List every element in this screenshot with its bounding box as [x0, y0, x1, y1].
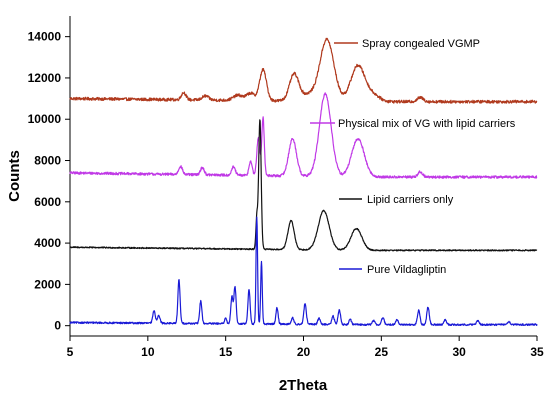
legend-label-physical-mix: Physical mix of VG with lipid carriers [338, 118, 516, 130]
y-tick-label: 0 [54, 319, 61, 333]
series-spray-congealed-vgmp [69, 37, 538, 104]
x-tick-label: 35 [530, 345, 544, 359]
y-tick-label: 14000 [28, 30, 62, 44]
x-tick-label: 5 [67, 345, 74, 359]
y-tick-label: 6000 [34, 195, 61, 209]
x-tick-label: 20 [297, 345, 311, 359]
plot-area: Spray congealed VGMP Physical mix of VG … [28, 16, 544, 359]
x-axis-ticks: 5 10 15 20 25 30 35 [67, 336, 544, 359]
x-tick-label: 10 [141, 345, 155, 359]
y-axis-ticks: 0 2000 4000 6000 8000 10000 12000 14000 [28, 30, 70, 333]
series-physical-mix [69, 92, 538, 179]
x-tick-label: 15 [219, 345, 233, 359]
legend-label-spray-congealed: Spray congealed VGMP [362, 38, 480, 50]
y-axis-title: Counts [6, 150, 23, 202]
series-layer [69, 37, 538, 327]
legend-label-pure-vildagliptin: Pure Vildagliptin [367, 264, 446, 276]
y-tick-label: 2000 [34, 277, 61, 291]
x-tick-label: 25 [375, 345, 389, 359]
y-tick-label: 12000 [28, 71, 62, 85]
series-lipid-carriers [69, 119, 538, 252]
y-tick-label: 10000 [28, 112, 62, 126]
legend-label-lipid-carriers: Lipid carriers only [367, 194, 454, 206]
series-pure-vildagliptin [69, 216, 538, 327]
x-tick-label: 30 [452, 345, 466, 359]
y-tick-label: 4000 [34, 236, 61, 250]
y-tick-label: 8000 [34, 154, 61, 168]
x-axis-title: 2Theta [279, 377, 328, 394]
legend: Spray congealed VGMP Physical mix of VG … [310, 38, 516, 276]
